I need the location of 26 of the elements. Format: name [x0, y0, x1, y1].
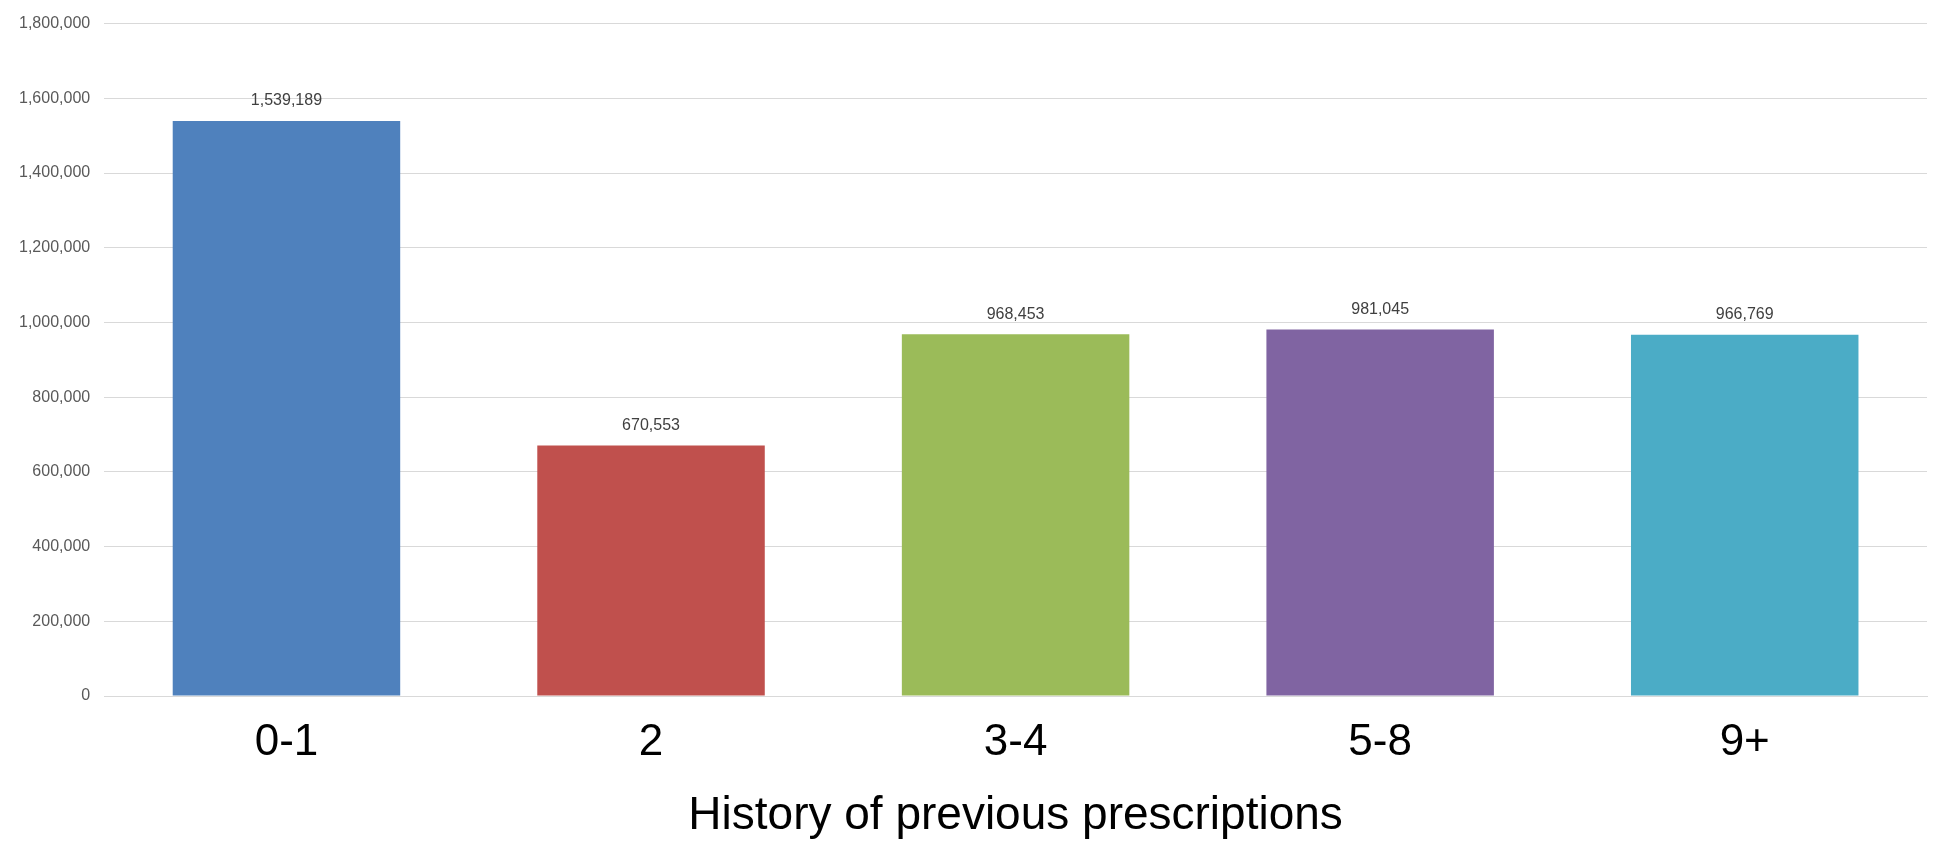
data-label: 968,453 — [986, 304, 1045, 322]
bar — [172, 121, 401, 696]
x-tick-label: 5-8 — [1348, 714, 1412, 764]
data-label: 670,553 — [622, 415, 681, 433]
y-tick-label: 1,400,000 — [18, 163, 91, 181]
data-label: 1,539,189 — [250, 91, 323, 109]
y-tick-label: 200,000 — [32, 611, 91, 629]
y-tick-label: 1,800,000 — [18, 14, 91, 32]
y-tick-label: 800,000 — [32, 387, 91, 405]
bar — [1630, 334, 1859, 696]
x-tick-label: 3-4 — [983, 714, 1048, 764]
x-tick-label: 0-1 — [254, 714, 319, 764]
x-tick-label: 2 — [638, 714, 664, 764]
bar — [1266, 329, 1494, 696]
bar — [901, 334, 1130, 696]
x-tick-label: 9+ — [1719, 714, 1770, 764]
y-tick-label: 1,600,000 — [18, 88, 91, 106]
data-label: 981,045 — [1351, 299, 1410, 317]
y-tick-label: 1,200,000 — [18, 238, 91, 256]
bar — [537, 445, 765, 696]
y-tick-label: 1,000,000 — [18, 312, 91, 330]
data-label: 966,769 — [1715, 305, 1774, 323]
y-tick-label: 400,000 — [32, 536, 91, 554]
y-tick-label: 600,000 — [32, 462, 91, 480]
x-axis-title: History of previous prescriptions — [688, 787, 1343, 840]
y-tick-label: 0 — [81, 686, 91, 704]
